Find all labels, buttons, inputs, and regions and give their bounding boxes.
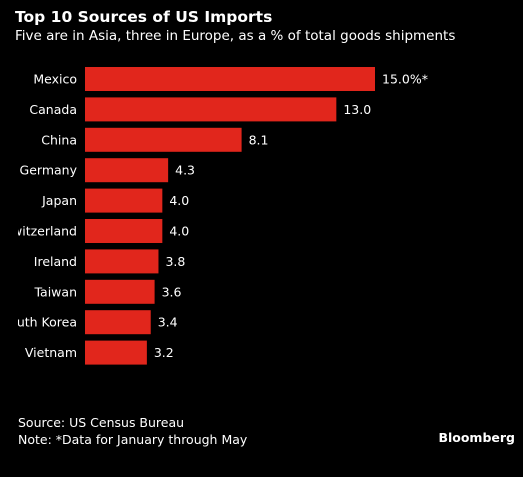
category-label-ireland: Ireland <box>34 254 77 269</box>
category-label-switzerland: Switzerland <box>4 224 77 239</box>
category-label-vietnam: Vietnam <box>25 345 77 360</box>
bar-south-korea <box>85 310 151 335</box>
bar-germany <box>85 158 169 183</box>
bar-switzerland <box>85 219 163 243</box>
value-label-switzerland: 4.0 <box>169 224 189 239</box>
value-label-canada: 13.0 <box>343 102 371 117</box>
chart-title: Top 10 Sources of US Imports <box>15 8 273 26</box>
bar-china <box>85 127 242 152</box>
category-label-canada: Canada <box>29 102 77 117</box>
value-label-taiwan: 3.6 <box>162 284 182 299</box>
bar-taiwan <box>85 279 155 304</box>
chart-subtitle: Five are in Asia, three in Europe, as a … <box>15 28 456 44</box>
bar-japan <box>85 188 163 213</box>
category-label-germany: Germany <box>20 163 78 178</box>
value-label-mexico: 15.0%* <box>382 72 428 87</box>
bar-ireland <box>85 249 159 274</box>
bar-vietnam <box>85 340 147 365</box>
category-label-taiwan: Taiwan <box>33 284 77 299</box>
footnote: Note: *Data for January through May <box>18 432 248 447</box>
category-label-china: China <box>41 132 77 147</box>
value-label-japan: 4.0 <box>169 193 189 208</box>
bar-canada <box>85 97 337 122</box>
bloomberg-logo: Bloomberg <box>438 430 515 445</box>
bar-chart: Mexico 15.0%* Canada 13.0 China 8.1 Germany 4.3… <box>1 67 428 365</box>
category-label-south-korea: South Korea <box>1 315 77 330</box>
value-label-south-korea: 3.4 <box>158 315 178 330</box>
source-note: Source: US Census Bureau <box>18 415 185 430</box>
value-label-china: 8.1 <box>249 132 269 147</box>
value-label-vietnam: 3.2 <box>154 345 174 360</box>
value-label-ireland: 3.8 <box>165 254 185 269</box>
bar-mexico <box>85 67 375 91</box>
category-label-japan: Japan <box>41 193 77 208</box>
category-label-mexico: Mexico <box>33 72 77 87</box>
value-label-germany: 4.3 <box>175 163 195 178</box>
